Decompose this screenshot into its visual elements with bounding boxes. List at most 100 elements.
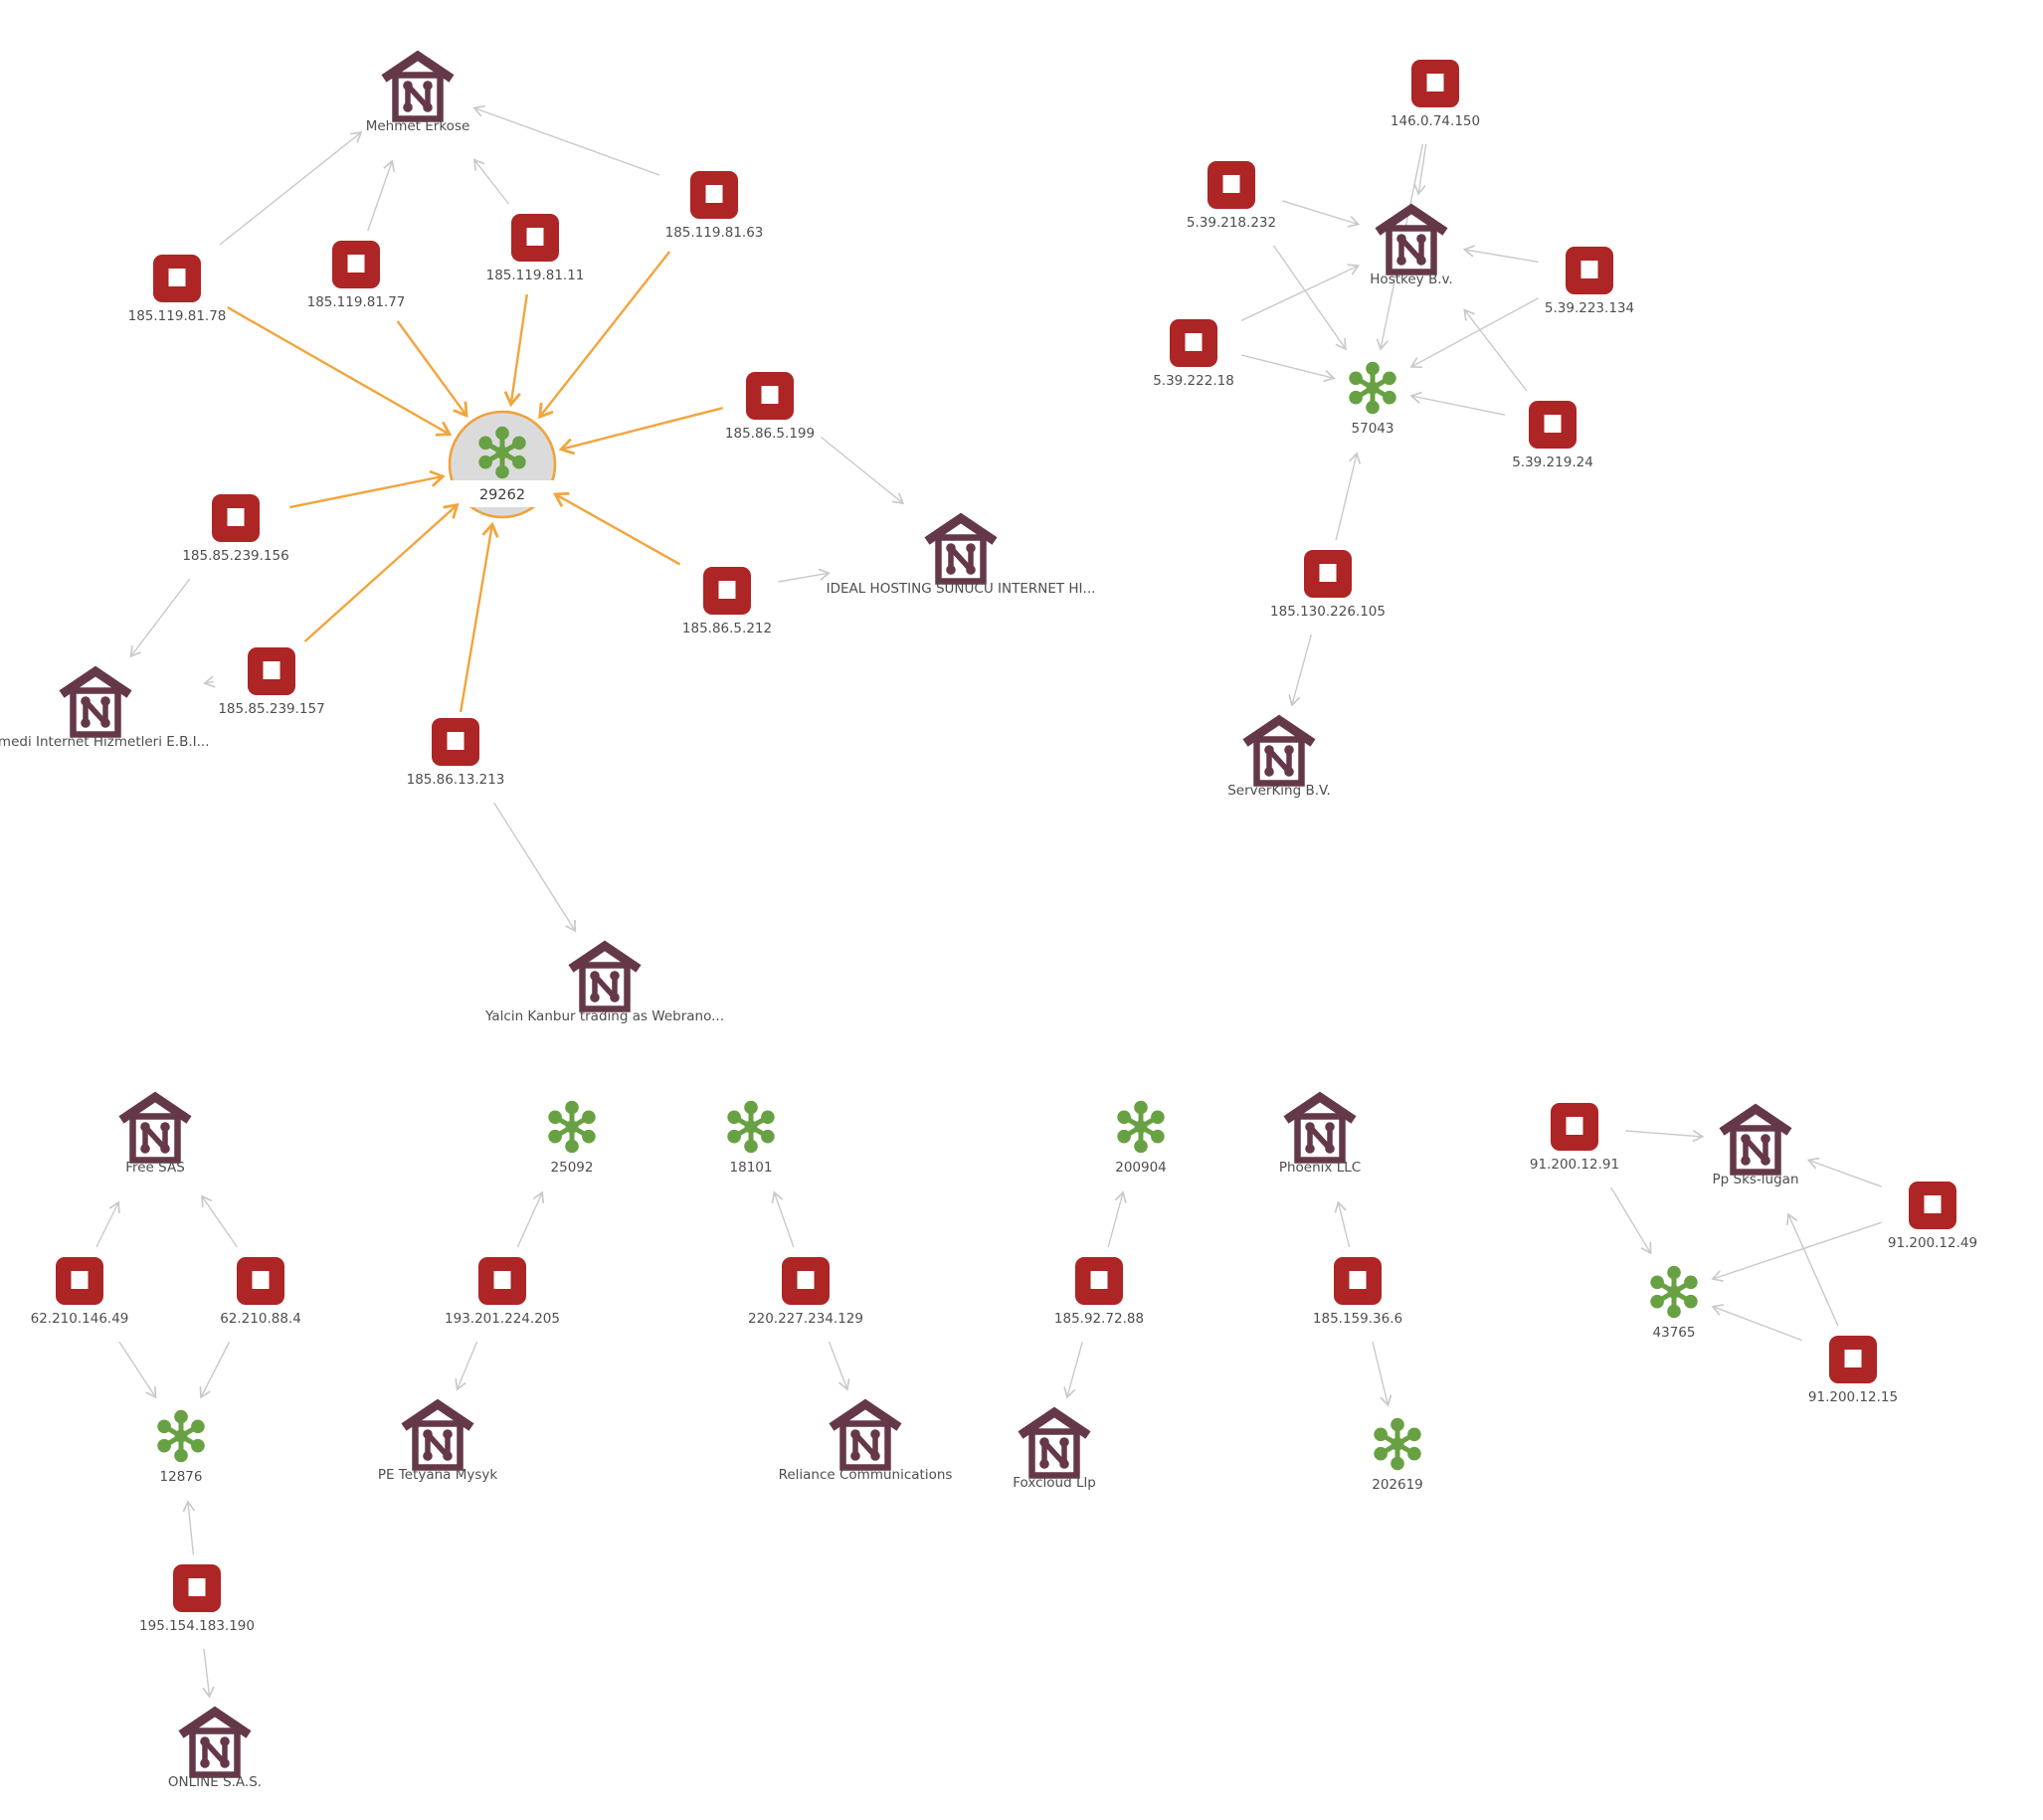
organization-icon (178, 1706, 252, 1778)
graph-node-org-serverking[interactable]: ServerKing B.V. (1227, 714, 1331, 799)
graph-node-asn-202619[interactable]: 202619 (1372, 1417, 1423, 1493)
graph-edge-ip-185-86-5-199--org-ideal-hosting (820, 436, 905, 505)
graph-node-ip-185-119-81-63[interactable]: 185.119.81.63 (665, 171, 764, 241)
graph-node-ip-185-92-72-88[interactable]: 185.92.72.88 (1054, 1257, 1144, 1327)
graph-edge-ip-5-39-219-24--org-hostkey (1463, 308, 1528, 392)
graph-node-org-hostkey[interactable]: Hostkey B.v. (1370, 203, 1453, 287)
graph-node-org-komedi[interactable]: Komedi Internet Hizmetleri E.B.I... (0, 665, 210, 750)
graph-node-org-foxcloud[interactable]: Foxcloud Llp (1013, 1406, 1096, 1491)
organization-icon (59, 665, 132, 738)
node-label: 62.210.88.4 (220, 1311, 301, 1327)
graph-edge-ip-185-159-36-6--asn-202619 (1372, 1341, 1393, 1407)
graph-node-ip-185-119-81-77[interactable]: 185.119.81.77 (307, 241, 406, 310)
graph-node-ip-185-130-226-105[interactable]: 185.130.226.105 (1270, 550, 1386, 620)
graph-node-ip-185-86-5-212[interactable]: 185.86.5.212 (682, 567, 772, 637)
graph-node-ip-185-119-81-11[interactable]: 185.119.81.11 (486, 214, 585, 283)
graph-node-asn-57043[interactable]: 57043 (1349, 361, 1396, 437)
graph-node-asn-12876[interactable]: 12876 (157, 1409, 205, 1485)
organization-icon (1242, 714, 1316, 787)
node-label: 193.201.224.205 (445, 1311, 560, 1327)
graph-edge-ip-5-39-222-18--org-hostkey (1240, 264, 1361, 322)
graph-node-ip-91-200-12-91[interactable]: 91.200.12.91 (1530, 1103, 1619, 1173)
ip-address-icon (1551, 1103, 1598, 1151)
graph-node-ip-193-201-224-205[interactable]: 193.201.224.205 (445, 1257, 560, 1327)
label-band (448, 480, 557, 507)
graph-node-org-phoenix[interactable]: Phoenix LLC (1279, 1091, 1361, 1176)
node-label: Foxcloud Llp (1013, 1475, 1096, 1491)
graph-node-ip-91-200-12-15[interactable]: 91.200.12.15 (1808, 1336, 1898, 1405)
node-label: 185.86.5.212 (682, 621, 772, 637)
graph-edge-ip-185-85-239-157--asn-29262 (303, 502, 460, 642)
graph-node-ip-195-154-183-190[interactable]: 195.154.183.190 (139, 1564, 255, 1634)
node-label: 202619 (1372, 1477, 1423, 1493)
node-label: 43765 (1653, 1325, 1696, 1341)
ip-address-icon (782, 1257, 830, 1305)
graph-node-org-ideal-hosting[interactable]: IDEAL HOSTING SUNUCU INTERNET HI... (827, 512, 1096, 597)
as-number-icon (1117, 1100, 1165, 1154)
node-label: 220.227.234.129 (748, 1311, 863, 1327)
graph-node-org-online-sas[interactable]: ONLINE S.A.S. (168, 1706, 262, 1790)
graph-edge-ip-193-201-224-205--asn-25092 (516, 1190, 545, 1248)
graph-node-ip-185-85-239-156[interactable]: 185.85.239.156 (182, 494, 289, 564)
graph-edge-ip-185-119-81-78--asn-29262 (227, 306, 453, 437)
node-label: 185.86.13.213 (407, 772, 505, 788)
graph-node-asn-29262[interactable]: 29262 (446, 410, 559, 519)
node-label: 185.92.72.88 (1054, 1311, 1144, 1327)
organization-icon (401, 1398, 474, 1471)
graph-node-ip-185-159-36-6[interactable]: 185.159.36.6 (1313, 1257, 1402, 1327)
graph-node-org-pe-tetyana-mysyk[interactable]: PE Tetyana Mysyk (378, 1398, 498, 1483)
graph-node-asn-18101[interactable]: 18101 (727, 1100, 775, 1176)
node-label: 146.0.74.150 (1391, 113, 1480, 129)
as-number-icon (727, 1100, 775, 1154)
graph-edge-ip-91-200-12-49--org-pp-sks-lugan (1806, 1157, 1882, 1187)
node-label: 185.85.239.156 (182, 548, 288, 564)
graph-node-org-mehmet-erkose[interactable]: Mehmet Erkose (366, 50, 470, 134)
graph-node-ip-185-86-5-199[interactable]: 185.86.5.199 (725, 372, 815, 442)
organization-icon (1719, 1103, 1792, 1176)
node-label: ONLINE S.A.S. (168, 1774, 262, 1790)
graph-node-asn-25092[interactable]: 25092 (548, 1100, 596, 1176)
graph-node-org-free-sas[interactable]: Free SAS (118, 1091, 192, 1176)
graph-edge-ip-193-201-224-205--org-pe-tetyana-mysyk (455, 1341, 478, 1391)
graph-node-ip-91-200-12-49[interactable]: 91.200.12.49 (1888, 1182, 1977, 1251)
ip-address-icon (1829, 1336, 1877, 1383)
graph-node-ip-185-86-13-213[interactable]: 185.86.13.213 (407, 718, 505, 788)
graph-node-ip-185-85-239-157[interactable]: 185.85.239.157 (218, 647, 325, 717)
graph-edge-ip-185-92-72-88--asn-200904 (1107, 1190, 1127, 1248)
node-label: Hostkey B.v. (1370, 272, 1452, 287)
node-label: 18101 (730, 1160, 773, 1176)
node-label: 5.39.218.232 (1187, 215, 1276, 231)
as-number-icon (1349, 361, 1396, 415)
node-label: 91.200.12.49 (1888, 1235, 1977, 1251)
graph-node-ip-5-39-218-232[interactable]: 5.39.218.232 (1187, 161, 1276, 231)
graph-node-org-reliance[interactable]: Reliance Communications (779, 1398, 953, 1483)
graph-edge-ip-91-200-12-49--asn-43765 (1711, 1221, 1882, 1283)
graph-node-ip-5-39-223-134[interactable]: 5.39.223.134 (1545, 247, 1634, 316)
graph-node-org-pp-sks-lugan[interactable]: Pp Sks-lugan (1713, 1103, 1799, 1187)
graph-edge-ip-5-39-223-134--asn-57043 (1409, 297, 1539, 369)
node-label: 195.154.183.190 (139, 1618, 255, 1634)
graph-node-ip-62-210-146-49[interactable]: 62.210.146.49 (31, 1257, 129, 1327)
graph-node-ip-5-39-219-24[interactable]: 5.39.219.24 (1512, 401, 1593, 470)
graph-edge-ip-91-200-12-91--org-pp-sks-lugan (1625, 1129, 1705, 1143)
graph-edge-ip-62-210-88-4--org-free-sas (201, 1194, 238, 1248)
graph-node-org-yalcin-kanbur[interactable]: Yalcin Kanbur trading as Webrano... (484, 940, 724, 1024)
graph-edge-ip-185-85-239-156--org-komedi (129, 578, 191, 658)
graph-node-asn-43765[interactable]: 43765 (1650, 1265, 1698, 1341)
graph-edge-ip-185-86-5-212--asn-29262 (552, 491, 681, 566)
graph-edge-ip-195-154-183-190--org-online-sas (202, 1648, 215, 1699)
graph-node-ip-220-227-234-129[interactable]: 220.227.234.129 (748, 1257, 863, 1327)
graph-node-ip-185-119-81-78[interactable]: 185.119.81.78 (128, 255, 227, 324)
graph-edge-ip-185-85-239-157--org-komedi (203, 675, 216, 688)
node-label: 185.130.226.105 (1270, 604, 1386, 620)
graph-edge-ip-185-119-81-11--org-mehmet-erkose (472, 158, 509, 205)
graph-node-ip-5-39-222-18[interactable]: 5.39.222.18 (1153, 319, 1234, 389)
graph-node-ip-146-0-74-150[interactable]: 146.0.74.150 (1391, 60, 1480, 129)
node-label: 5.39.219.24 (1512, 455, 1593, 470)
organization-icon (1375, 203, 1448, 275)
graph-node-asn-200904[interactable]: 200904 (1115, 1100, 1167, 1176)
graph-node-ip-62-210-88-4[interactable]: 62.210.88.4 (220, 1257, 301, 1327)
graph-edge-ip-185-86-5-212--org-ideal-hosting (778, 568, 831, 583)
